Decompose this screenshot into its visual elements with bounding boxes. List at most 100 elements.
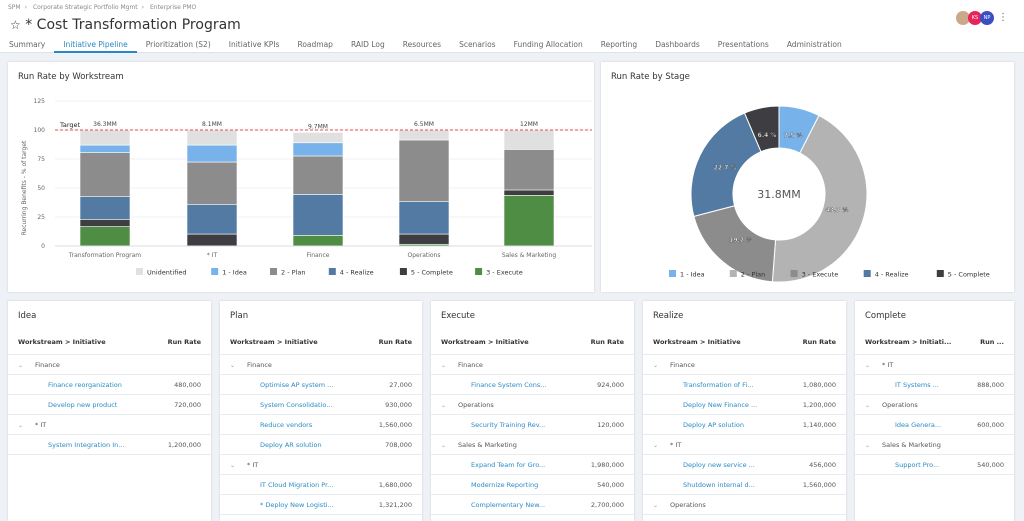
legend-item[interactable]: 5 - Complete — [411, 269, 453, 277]
avatar[interactable] — [956, 11, 970, 25]
tab-raid-log[interactable]: RAID Log — [350, 40, 385, 49]
initiative-link[interactable]: Optimise AP system ... — [260, 381, 334, 389]
initiative-link[interactable]: IT Systems ... — [895, 381, 939, 389]
initiative-link[interactable]: Expand Team for Gro... — [471, 461, 546, 469]
avatar[interactable]: KS — [968, 11, 982, 25]
tab-initiative-kpis[interactable]: Initiative KPIs — [228, 40, 280, 49]
column-header[interactable]: Workstream > Initiative — [441, 338, 529, 346]
group-row[interactable]: ⌄ Sales & Marketing — [431, 435, 634, 455]
title-text: * Cost Transformation Program — [25, 17, 241, 33]
tab-roadmap[interactable]: Roadmap — [297, 40, 333, 49]
group-row[interactable]: ⌄ Finance — [643, 355, 846, 375]
legend-item[interactable]: 4 - Realize — [340, 269, 374, 277]
donut-slice-4-realize[interactable] — [690, 112, 762, 218]
initiative-link[interactable]: Idea Genera... — [895, 421, 942, 429]
breadcrumb-item[interactable]: Corporate Strategic Portfolio Mgmt — [32, 4, 138, 11]
initiative-link[interactable]: System Integration In... — [48, 441, 125, 449]
star-icon[interactable]: ☆ — [10, 18, 21, 32]
initiative-link[interactable]: Reduce vendors — [260, 421, 313, 429]
column-header[interactable]: Run Rate — [802, 338, 836, 346]
group-row[interactable]: ⌄ Operations — [855, 395, 1014, 415]
breadcrumb-item[interactable]: Enterprise PMO — [149, 4, 197, 11]
column-header[interactable]: Workstream > Initiati... — [865, 338, 952, 346]
initiative-link[interactable]: Deploy New Finance ... — [683, 401, 758, 409]
avatar[interactable]: NP — [980, 11, 994, 25]
legend-item[interactable]: 3 - Execute — [486, 269, 523, 277]
bar-segment-2-plan — [503, 149, 555, 191]
group-row[interactable]: ⌄ Finance — [220, 355, 422, 375]
donut-slice-5-complete[interactable] — [743, 105, 780, 153]
legend-item[interactable]: 2 - Plan — [281, 269, 305, 277]
legend-item[interactable]: Unidentified — [147, 269, 187, 277]
chevron-down-icon[interactable]: ⌄ — [865, 362, 871, 369]
chevron-down-icon[interactable]: ⌄ — [865, 442, 871, 449]
group-row[interactable]: ⌄ Operations — [431, 395, 634, 415]
chevron-down-icon[interactable]: ⌄ — [441, 442, 447, 449]
legend-item[interactable]: 3 - Execute — [802, 271, 839, 279]
tab-summary[interactable]: Summary — [9, 40, 46, 49]
card-title: Execute — [441, 311, 475, 321]
tab-scenarios[interactable]: Scenarios — [459, 40, 496, 49]
column-header[interactable]: Run Rate — [590, 338, 624, 346]
initiative-link[interactable]: Finance reorganization — [48, 381, 122, 389]
chevron-down-icon[interactable]: ⌄ — [865, 402, 871, 409]
group-row[interactable]: ⌄ * IT — [220, 455, 422, 475]
initiative-link[interactable]: Develop new product — [48, 401, 118, 409]
initiative-link[interactable]: System Consolidatio... — [260, 401, 333, 409]
tab-resources[interactable]: Resources — [402, 40, 442, 49]
initiative-link[interactable]: IT Cloud Migration Pr... — [260, 481, 334, 489]
tab-prioritization-s2-[interactable]: Prioritization (S2) — [145, 40, 211, 49]
legend-item[interactable]: 5 - Complete — [948, 271, 990, 279]
group-row[interactable]: ⌄ Sales & Marketing — [855, 435, 1014, 455]
initiative-link[interactable]: Transformation of Fi... — [683, 381, 754, 389]
column-header[interactable]: Workstream > Initiative — [230, 338, 318, 346]
chevron-down-icon[interactable]: ⌄ — [441, 362, 447, 369]
bar-segment-2-plan — [398, 139, 450, 202]
group-row[interactable]: ⌄ * IT — [8, 415, 211, 435]
tab-initiative-pipeline[interactable]: Initiative Pipeline — [54, 39, 137, 53]
column-header[interactable]: Run ... — [980, 338, 1004, 346]
legend-item[interactable]: 2 - Plan — [741, 271, 765, 279]
column-header[interactable]: Run Rate — [378, 338, 412, 346]
chevron-down-icon[interactable]: ⌄ — [441, 402, 447, 409]
chevron-down-icon[interactable]: ⌄ — [653, 362, 659, 369]
legend-swatch — [729, 270, 737, 277]
initiative-link[interactable]: Support Pro... — [895, 461, 940, 469]
tab-administration[interactable]: Administration — [786, 40, 842, 49]
tab-reporting[interactable]: Reporting — [600, 40, 638, 49]
more-menu-icon[interactable]: ⋮ — [998, 12, 1008, 23]
chevron-down-icon[interactable]: ⌄ — [653, 502, 659, 509]
column-header[interactable]: Run Rate — [167, 338, 201, 346]
initiative-link[interactable]: Complementary New... — [471, 501, 546, 509]
initiative-link[interactable]: * Deploy New Logisti... — [260, 501, 334, 509]
legend-item[interactable]: 1 - Idea — [222, 269, 247, 277]
breadcrumb-item[interactable]: SPM — [8, 4, 21, 11]
initiative-link[interactable]: Deploy AP solution — [683, 421, 744, 429]
chevron-down-icon[interactable]: ⌄ — [230, 462, 236, 469]
chevron-down-icon[interactable]: ⌄ — [230, 362, 236, 369]
initiative-link[interactable]: Shutdown internal d... — [683, 481, 755, 489]
group-row[interactable]: ⌄ Finance — [8, 355, 211, 375]
legend-item[interactable]: 4 - Realize — [875, 271, 909, 279]
group-row[interactable]: ⌄ * IT — [643, 435, 846, 455]
legend-item[interactable]: 1 - Idea — [680, 271, 705, 279]
tab-funding-allocation[interactable]: Funding Allocation — [513, 40, 583, 49]
initiative-link[interactable]: Deploy new service ... — [683, 461, 755, 469]
chevron-down-icon[interactable]: ⌄ — [653, 442, 659, 449]
column-header[interactable]: Workstream > Initiative — [653, 338, 741, 346]
column-header[interactable]: Workstream > Initiative — [18, 338, 106, 346]
tab-presentations[interactable]: Presentations — [717, 40, 769, 49]
initiative-link[interactable]: Security Training Rev... — [471, 421, 546, 429]
initiative-link[interactable]: Finance System Cons... — [471, 381, 547, 389]
initiative-link[interactable]: Deploy AR solution — [260, 441, 322, 449]
tab-dashboards[interactable]: Dashboards — [655, 40, 700, 49]
run-rate-value: 1,140,000 — [802, 421, 836, 429]
group-row[interactable]: ⌄ * IT — [855, 355, 1014, 375]
chevron-down-icon[interactable]: ⌄ — [18, 422, 24, 429]
chevron-down-icon[interactable]: ⌄ — [18, 362, 24, 369]
breadcrumb: SPM › Corporate Strategic Portfolio Mgmt ›… — [8, 4, 197, 11]
group-row[interactable]: ⌄ Finance — [431, 355, 634, 375]
donut-slice-2-plan[interactable] — [771, 114, 868, 283]
initiative-link[interactable]: Modernize Reporting — [471, 481, 539, 489]
group-row[interactable]: ⌄ Operations — [643, 495, 846, 515]
